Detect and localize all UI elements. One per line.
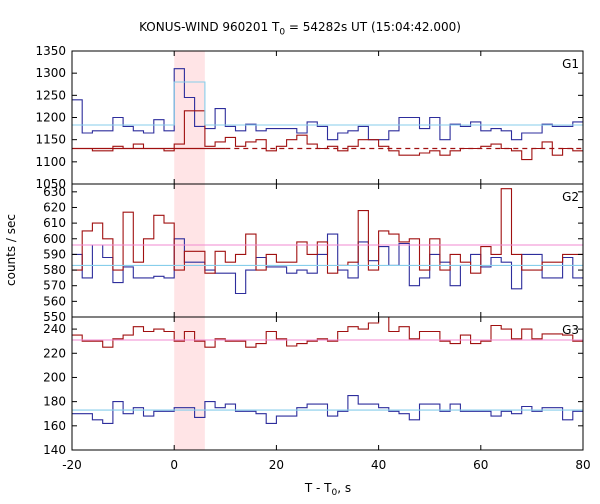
x-axis-label-text: T - T bbox=[304, 481, 332, 495]
y-tick-label: 1200 bbox=[35, 111, 66, 125]
y-tick-label: 600 bbox=[43, 232, 66, 246]
y-tick-label: 1050 bbox=[35, 177, 66, 191]
panel-G2-series-0 bbox=[72, 233, 583, 295]
y-tick-label: 550 bbox=[43, 310, 66, 324]
y-tick-label: 610 bbox=[43, 216, 66, 230]
y-tick-label: 590 bbox=[43, 247, 66, 261]
y-tick-label: 160 bbox=[43, 419, 66, 433]
y-tick-label: 220 bbox=[43, 346, 66, 360]
x-tick-label: 0 bbox=[170, 458, 178, 472]
y-tick-label: 580 bbox=[43, 263, 66, 277]
y-tick-label: 630 bbox=[43, 185, 66, 199]
y-tick-label: 240 bbox=[43, 322, 66, 336]
x-tick-label: 80 bbox=[575, 458, 590, 472]
panel-G2-series-1 bbox=[72, 188, 583, 274]
panel-label-G1: G1 bbox=[562, 57, 579, 71]
y-tick-label: 1250 bbox=[35, 88, 66, 102]
x-tick-label: 20 bbox=[269, 458, 284, 472]
x-axis-label: T - T0, s bbox=[304, 481, 351, 498]
panel-G1-series-1 bbox=[72, 110, 583, 161]
panel-G3-series-0 bbox=[72, 395, 583, 424]
panel-G1-frame bbox=[71, 50, 584, 185]
panel-G1-series-0 bbox=[72, 68, 583, 141]
y-tick-label: 200 bbox=[43, 370, 66, 384]
x-tick-label: 40 bbox=[371, 458, 386, 472]
y-tick-label: 140 bbox=[43, 443, 66, 457]
panel-G3-series-1 bbox=[72, 316, 583, 348]
chart-title-suffix: = 54282s UT (15:04:42.000) bbox=[285, 20, 461, 34]
panel-G1-series-2 bbox=[72, 81, 583, 126]
x-axis-label-subscript: 0 bbox=[332, 488, 338, 498]
y-tick-label: 620 bbox=[43, 200, 66, 214]
y-axis-label: counts / sec bbox=[4, 214, 18, 286]
y-tick-label: 1350 bbox=[35, 44, 66, 58]
y-tick-label: 1300 bbox=[35, 66, 66, 80]
chart-title-subscript: 0 bbox=[279, 27, 286, 38]
y-tick-label: 180 bbox=[43, 395, 66, 409]
panel-label-G3: G3 bbox=[562, 323, 579, 337]
y-tick-label: 1100 bbox=[35, 155, 66, 169]
y-tick-label: 570 bbox=[43, 279, 66, 293]
panel-G3-frame bbox=[71, 316, 584, 451]
panel-label-G2: G2 bbox=[562, 190, 579, 204]
x-tick-label: 60 bbox=[473, 458, 488, 472]
highlight-interval bbox=[174, 51, 205, 450]
y-tick-label: 1150 bbox=[35, 133, 66, 147]
chart-title: KONUS-WIND 960201 T0 = 54282s UT (15:04:… bbox=[0, 20, 600, 37]
chart-title-prefix: KONUS-WIND 960201 T bbox=[139, 20, 280, 34]
x-tick-label: -20 bbox=[62, 458, 82, 472]
x-axis-label-suffix: , s bbox=[337, 481, 351, 495]
y-tick-label: 560 bbox=[43, 294, 66, 308]
